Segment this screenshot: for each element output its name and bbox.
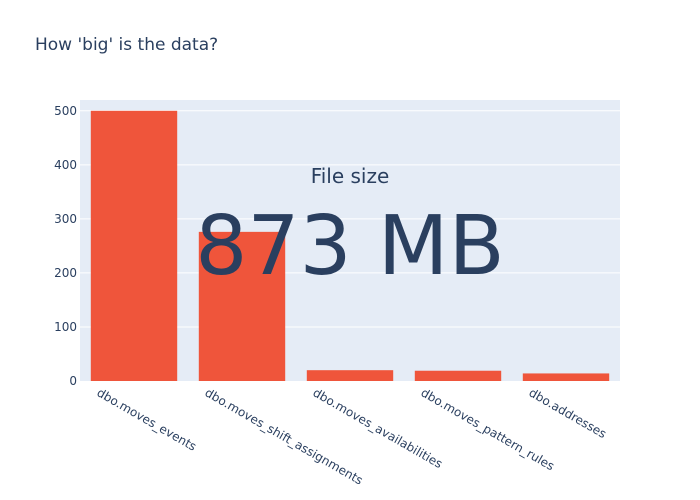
x-tick-label: dbo.addresses — [527, 385, 609, 441]
bar-dbo-moves-availabilities — [306, 370, 394, 381]
y-tick-label: 500 — [54, 104, 77, 118]
indicator-value: 873 MB — [195, 199, 505, 294]
y-tick-label: 100 — [54, 320, 77, 334]
chart-title: How 'big' is the data? — [35, 35, 218, 55]
y-axis-ticks: 0 100 200 300 400 500 — [54, 104, 77, 388]
indicator-title: File size — [311, 164, 390, 188]
bar-dbo-moves-events — [90, 110, 178, 382]
bars — [90, 110, 610, 382]
bar-dbo-moves-pattern-rules — [414, 370, 502, 381]
bar-dbo-addresses — [522, 373, 610, 381]
x-axis-ticks: dbo.moves_events dbo.moves_shift_assignme… — [95, 385, 609, 487]
y-tick-label: 300 — [54, 212, 77, 226]
y-tick-label: 200 — [54, 266, 77, 280]
y-tick-label: 400 — [54, 158, 77, 172]
bar-dbo-moves-shift-assignments — [198, 231, 286, 381]
x-tick-label: dbo.moves_events — [95, 385, 199, 453]
y-tick-label: 0 — [69, 374, 77, 388]
